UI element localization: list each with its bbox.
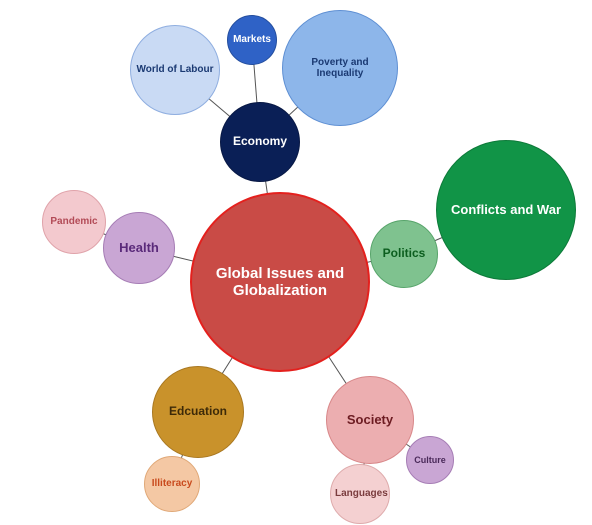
node-label-pandemic: Pandemic	[47, 216, 101, 228]
node-languages: Languages	[330, 464, 390, 524]
node-poverty: Poverty and Inequality	[282, 10, 398, 126]
node-pandemic: Pandemic	[42, 190, 106, 254]
node-label-education: Edcuation	[157, 405, 239, 419]
node-conflicts: Conflicts and War	[436, 140, 576, 280]
node-society: Society	[326, 376, 414, 464]
node-health: Health	[103, 212, 175, 284]
node-label-poverty: Poverty and Inequality	[287, 57, 393, 80]
node-illiteracy: Illiteracy	[144, 456, 200, 512]
node-label-center: Global Issues and Globalization	[196, 265, 364, 300]
node-label-culture: Culture	[411, 455, 449, 465]
node-label-health: Health	[108, 241, 170, 256]
bubble-diagram: Global Issues and Globalization Economy Wo…	[0, 0, 592, 525]
node-label-languages: Languages	[335, 488, 385, 500]
node-label-world_of_labour: World of Labour	[135, 64, 215, 76]
node-culture: Culture	[406, 436, 454, 484]
node-label-society: Society	[331, 413, 409, 428]
node-label-markets: Markets	[232, 34, 272, 46]
node-world_of_labour: World of Labour	[130, 25, 220, 115]
node-label-illiteracy: Illiteracy	[149, 478, 195, 490]
node-economy: Economy	[220, 102, 300, 182]
node-politics: Politics	[370, 220, 438, 288]
node-label-economy: Economy	[225, 135, 295, 149]
node-markets: Markets	[227, 15, 277, 65]
node-label-conflicts: Conflicts and War	[441, 203, 571, 218]
node-education: Edcuation	[152, 366, 244, 458]
node-label-politics: Politics	[375, 247, 433, 261]
node-center: Global Issues and Globalization	[190, 192, 370, 372]
